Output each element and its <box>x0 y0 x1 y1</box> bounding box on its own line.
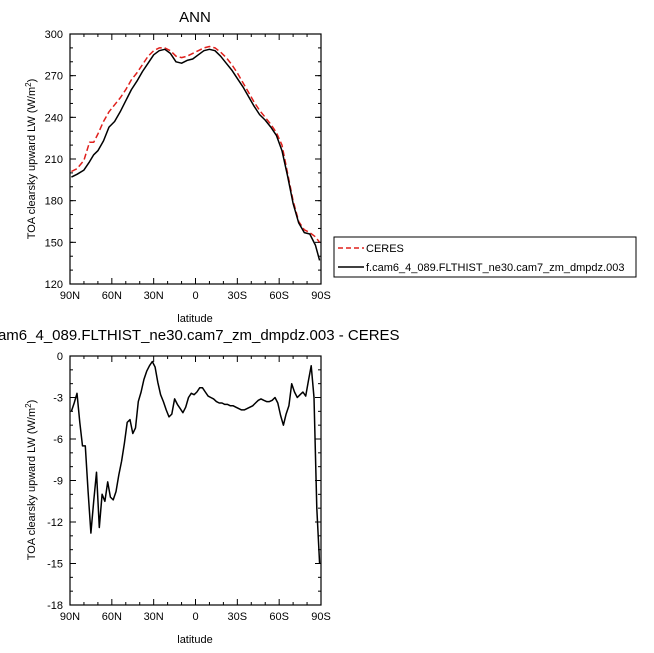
x-tick-label: 30S <box>228 611 248 623</box>
chart-annual-mean: ANN 90N 60N 30N 0 30S 60S 90S 120 150 180 210 240 2… <box>24 9 637 325</box>
y-tick-label: -12 <box>47 517 63 529</box>
legend-label-ceres: CERES <box>366 243 404 255</box>
y-axis-label-end: ) <box>26 400 38 404</box>
x-tick-label: 90N <box>60 611 80 623</box>
x-axis-label: latitude <box>177 313 212 325</box>
y-tick-label: 270 <box>45 71 63 83</box>
x-axis-label: latitude <box>177 634 212 646</box>
y-axis-label-end: ) <box>26 79 38 83</box>
x-tick-label: 30N <box>144 611 164 623</box>
chart-title: cam6_4_089.FLTHIST_ne30.cam7_zm_dmpdz.00… <box>0 327 400 344</box>
y-axis-label-text: TOA clearsky upward LW (W/m <box>26 408 38 560</box>
x-tick-label: 30S <box>228 290 248 302</box>
x-tick-label: 60S <box>269 290 289 302</box>
series-line-1 <box>71 48 321 261</box>
y-tick-label: 300 <box>45 29 63 41</box>
x-tick-label: 60N <box>102 290 122 302</box>
x-tick-label: 90S <box>311 290 331 302</box>
y-tick-label: 210 <box>45 154 63 166</box>
series-lines <box>70 360 321 564</box>
y-tick-label: 240 <box>45 112 63 124</box>
y-tick-label: -6 <box>53 434 63 446</box>
y-tick-label: 120 <box>45 279 63 291</box>
series-line-0 <box>71 45 321 243</box>
y-tick-label: -9 <box>53 476 63 488</box>
chart-title: ANN <box>179 9 211 26</box>
x-tick-label: 30N <box>144 290 164 302</box>
y-tick-label: -15 <box>47 559 63 571</box>
x-ticks: 90N 60N 30N 0 30S 60S 90S <box>60 356 331 623</box>
y-tick-label: 0 <box>57 351 63 363</box>
y-tick-label: -18 <box>47 600 63 612</box>
chart-difference: cam6_4_089.FLTHIST_ne30.cam7_zm_dmpdz.00… <box>0 327 400 646</box>
series-line-0 <box>70 360 321 564</box>
y-tick-label: 150 <box>45 237 63 249</box>
x-tick-label: 60N <box>102 611 122 623</box>
series-lines <box>71 45 321 261</box>
x-tick-label: 0 <box>192 290 198 302</box>
y-tick-label: 180 <box>45 196 63 208</box>
x-tick-label: 90N <box>60 290 80 302</box>
x-tick-label: 60S <box>269 611 289 623</box>
x-ticks: 90N 60N 30N 0 30S 60S 90S <box>60 34 331 302</box>
y-axis-label-text: TOA clearsky upward LW (W/m <box>26 87 38 239</box>
y-ticks: 120 150 180 210 240 270 300 <box>45 29 321 291</box>
legend: CERES f.cam6_4_089.FLTHIST_ne30.cam7_zm_… <box>333 236 637 278</box>
y-ticks: -18 -15 -12 -9 -6 -3 0 <box>47 351 321 612</box>
y-axis-label: TOA clearsky upward LW (W/m2) <box>24 400 38 561</box>
y-axis-label: TOA clearsky upward LW (W/m2) <box>24 79 38 240</box>
x-tick-label: 0 <box>192 611 198 623</box>
y-tick-label: -3 <box>53 393 63 405</box>
x-tick-label: 90S <box>311 611 331 623</box>
y-axis-label-superscript: 2 <box>24 403 33 408</box>
y-axis-label-superscript: 2 <box>24 82 33 87</box>
legend-label-model: f.cam6_4_089.FLTHIST_ne30.cam7_zm_dmpdz.… <box>366 262 624 274</box>
legend-box <box>333 236 637 278</box>
